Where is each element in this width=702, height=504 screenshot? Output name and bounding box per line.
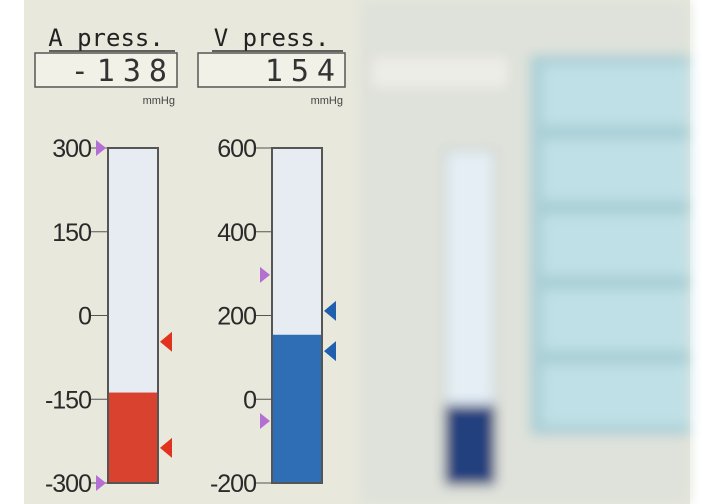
tick-label: 300 <box>52 135 91 163</box>
tick-label: 200 <box>217 303 256 331</box>
gauge-fill <box>109 393 157 482</box>
tick-label: 400 <box>217 219 256 247</box>
tick-label: 0 <box>243 386 256 414</box>
value-display: 154 <box>265 54 343 89</box>
value-display: -138 <box>71 54 175 89</box>
tick-label: -300 <box>45 470 91 498</box>
screen: A press.-138 mmHg 300 150 0 -150 -300 V press.1… <box>0 0 702 504</box>
gauge-label: V press. <box>214 24 330 52</box>
tick-label: 600 <box>217 135 256 163</box>
gauge-fill <box>273 335 321 482</box>
tick-label: -200 <box>210 470 256 498</box>
tick-label: -150 <box>45 386 91 414</box>
unit: mmHg <box>143 95 175 107</box>
blurred-panel <box>360 0 690 504</box>
unit: mmHg <box>311 95 343 107</box>
tick-label: 150 <box>52 219 91 247</box>
gauge-label: A press. <box>48 24 164 52</box>
tick-label: 0 <box>78 303 91 331</box>
